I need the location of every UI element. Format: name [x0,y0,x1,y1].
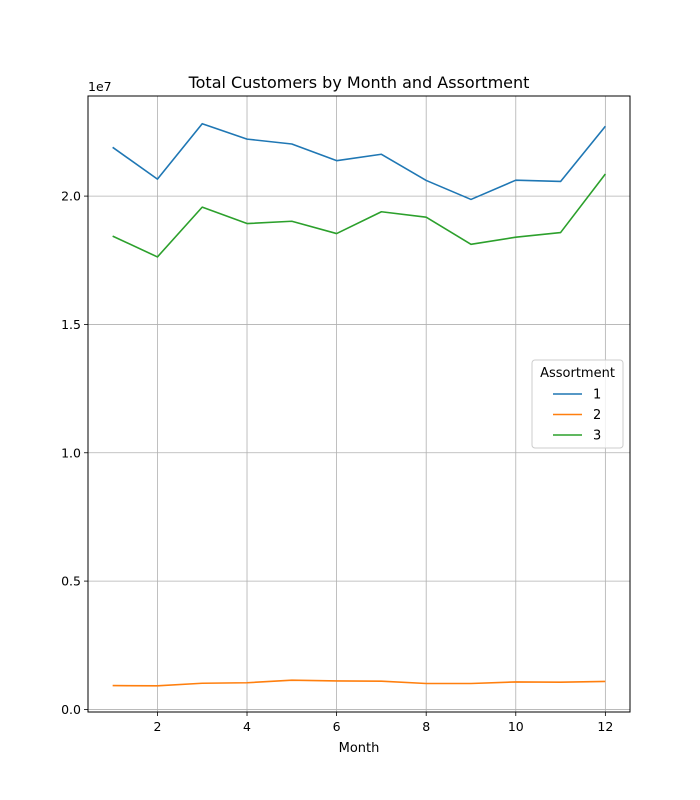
x-axis-label: Month [339,741,380,756]
series-line-3 [112,173,606,258]
x-tick-label: 10 [508,719,524,734]
legend-entries: 1 2 3 [553,388,601,444]
y-tick-label: 1.5 [61,317,81,332]
y-tick-label: 0.0 [61,702,81,717]
legend-label-2: 2 [593,408,601,423]
y-axis-offset-label: 1e7 [88,79,112,94]
x-tick-label: 6 [333,719,341,734]
series-line-1 [112,122,606,201]
chart-title: Total Customers by Month and Assortment [188,73,530,92]
plot-area-frame [87,95,631,713]
legend: Assortment 1 2 3 [531,359,624,449]
y-tick-label: 0.5 [61,574,81,589]
series-line-2 [112,679,606,687]
x-tick-label: 2 [153,719,161,734]
legend-label-3: 3 [593,429,601,444]
series-lines [112,122,606,687]
y-axis-ticks: 0.0 0.5 1.0 1.5 2.0 [61,189,88,717]
y-tick-label: 2.0 [61,189,81,204]
x-axis-ticks: 2 4 6 8 10 12 [153,712,613,734]
legend-box [531,359,624,449]
x-tick-label: 12 [597,719,613,734]
x-tick-label: 8 [422,719,430,734]
legend-title: Assortment [540,366,615,381]
x-tick-label: 4 [243,719,251,734]
legend-label-1: 1 [593,388,601,403]
y-tick-label: 1.0 [61,445,81,460]
